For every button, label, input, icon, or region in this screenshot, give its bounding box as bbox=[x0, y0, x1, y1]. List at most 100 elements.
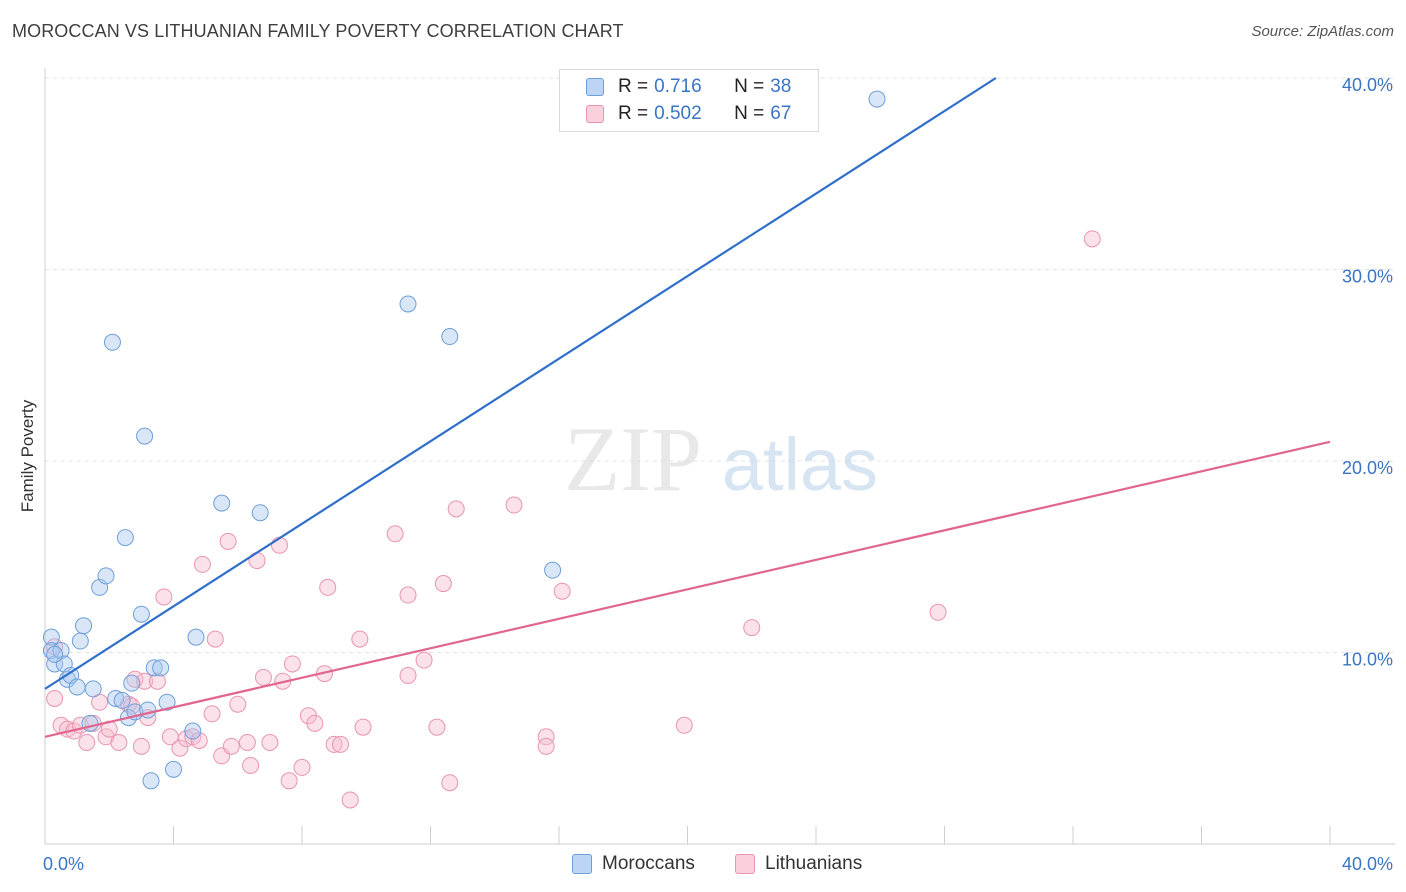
moroccan-trend-line bbox=[44, 77, 997, 690]
lithuanian-point[interactable] bbox=[415, 651, 433, 669]
lithuanian-point[interactable] bbox=[929, 603, 947, 621]
moroccan-point[interactable] bbox=[116, 529, 134, 547]
lithuanian-point[interactable] bbox=[203, 705, 221, 723]
lithuanian-point[interactable] bbox=[325, 735, 343, 753]
chart-title: MOROCCAN VS LITHUANIAN FAMILY POVERTY CO… bbox=[12, 21, 624, 41]
lithuanian-point[interactable] bbox=[136, 672, 154, 690]
lithuanian-point[interactable] bbox=[354, 718, 372, 736]
moroccan-point[interactable] bbox=[184, 722, 202, 740]
lithuanian-point[interactable] bbox=[537, 737, 555, 755]
lithuanian-point[interactable] bbox=[306, 714, 324, 732]
lithuanian-point[interactable] bbox=[46, 689, 64, 707]
moroccan-point[interactable] bbox=[46, 645, 64, 663]
moroccan-point[interactable] bbox=[75, 617, 93, 635]
n-label: N = bbox=[734, 103, 765, 124]
moroccan-point[interactable] bbox=[113, 691, 131, 709]
lithuanian-point[interactable] bbox=[110, 734, 128, 752]
bottom-legend-moroccans[interactable]: Moroccans bbox=[572, 852, 695, 876]
stats-legend: R = 0.716 N = 38 R = 0.502 N = 67 bbox=[559, 69, 819, 132]
lithuanian-point[interactable] bbox=[332, 735, 350, 753]
lithuanian-point[interactable] bbox=[206, 630, 224, 648]
lithuanian-point[interactable] bbox=[261, 734, 279, 752]
moroccan-point[interactable] bbox=[132, 605, 150, 623]
lithuanian-point[interactable] bbox=[254, 668, 272, 686]
r-label: R = bbox=[618, 76, 649, 97]
lithuanian-point[interactable] bbox=[399, 666, 417, 684]
lithuanian-point[interactable] bbox=[229, 695, 247, 713]
tick-labels: 10.0% 20.0% 30.0% 40.0% 0.0% 40.0% bbox=[43, 75, 1393, 874]
moroccan-point[interactable] bbox=[251, 504, 269, 522]
lithuanian-point[interactable] bbox=[242, 756, 260, 774]
lithuanian-point[interactable] bbox=[675, 716, 693, 734]
moroccan-point[interactable] bbox=[107, 689, 125, 707]
lithuanian-point[interactable] bbox=[190, 732, 208, 750]
r-value: 0.716 bbox=[654, 76, 702, 97]
x-tick-label-max: 40.0% bbox=[1342, 854, 1393, 874]
lithuanian-point[interactable] bbox=[78, 734, 96, 752]
moroccan-point[interactable] bbox=[123, 674, 141, 692]
lithuanian-point[interactable] bbox=[283, 655, 301, 673]
n-value: 67 bbox=[770, 103, 792, 124]
lithuanian-point[interactable] bbox=[219, 532, 237, 550]
moroccan-point[interactable] bbox=[145, 659, 163, 677]
moroccan-point[interactable] bbox=[399, 295, 417, 313]
y-tick-label: 30.0% bbox=[1342, 267, 1393, 287]
lithuanian-point[interactable] bbox=[505, 496, 523, 514]
moroccan-point[interactable] bbox=[165, 760, 182, 778]
lithuanian-point[interactable] bbox=[1083, 230, 1101, 248]
lithuanian-point[interactable] bbox=[271, 536, 289, 554]
trend-lines bbox=[44, 77, 1331, 738]
moroccan-point[interactable] bbox=[136, 427, 154, 445]
bottom-legend-lithuanians[interactable]: Lithuanians bbox=[735, 852, 862, 876]
moroccan-legend-swatch bbox=[572, 854, 592, 874]
watermark: ZIP atlas bbox=[564, 408, 878, 510]
moroccan-point[interactable] bbox=[97, 567, 115, 585]
lithuanian-point[interactable] bbox=[193, 555, 211, 573]
moroccan-point[interactable] bbox=[158, 693, 176, 711]
lithuanian-point[interactable] bbox=[428, 718, 446, 736]
moroccan-point[interactable] bbox=[187, 628, 205, 646]
lithuanian-point[interactable] bbox=[447, 500, 465, 518]
moroccan-points bbox=[42, 90, 886, 790]
moroccan-point[interactable] bbox=[868, 90, 886, 108]
moroccan-point[interactable] bbox=[71, 632, 89, 650]
lithuanian-point[interactable] bbox=[171, 739, 189, 757]
lithuanian-point[interactable] bbox=[743, 619, 761, 637]
axes bbox=[44, 68, 1395, 845]
lithuanian-point[interactable] bbox=[341, 791, 359, 809]
lithuanian-point[interactable] bbox=[148, 672, 166, 690]
lithuanian-point[interactable] bbox=[441, 774, 459, 792]
moroccan-point[interactable] bbox=[142, 772, 160, 790]
watermark-zip: ZIP bbox=[564, 408, 702, 510]
lithuanian-point[interactable] bbox=[386, 525, 404, 543]
moroccan-point[interactable] bbox=[441, 328, 459, 346]
legend-row-lithuanians: R = 0.502 N = 67 bbox=[586, 101, 791, 127]
legend-row-moroccans: R = 0.716 N = 38 bbox=[586, 74, 791, 100]
lithuanian-point[interactable] bbox=[155, 588, 173, 606]
lithuanian-point[interactable] bbox=[132, 737, 150, 755]
moroccan-point[interactable] bbox=[152, 659, 170, 677]
lithuanian-point[interactable] bbox=[319, 578, 337, 596]
lithuanian-point[interactable] bbox=[351, 630, 369, 648]
moroccan-point[interactable] bbox=[544, 561, 562, 579]
moroccan-point[interactable] bbox=[103, 333, 121, 351]
moroccan-point[interactable] bbox=[68, 678, 86, 696]
y-tick-label: 10.0% bbox=[1342, 650, 1393, 670]
lithuanian-point[interactable] bbox=[280, 772, 298, 790]
moroccan-point[interactable] bbox=[81, 714, 99, 732]
lithuanian-point[interactable] bbox=[553, 582, 571, 600]
lithuanian-point[interactable] bbox=[399, 586, 417, 604]
lithuanian-point[interactable] bbox=[434, 575, 452, 593]
moroccan-point[interactable] bbox=[213, 494, 231, 512]
lithuanian-point[interactable] bbox=[238, 734, 256, 752]
source-credit: Source: ZipAtlas.com bbox=[1251, 23, 1394, 40]
moroccan-point[interactable] bbox=[84, 680, 102, 698]
lithuanian-point[interactable] bbox=[222, 737, 240, 755]
r-value: 0.502 bbox=[654, 103, 702, 124]
moroccan-point[interactable] bbox=[42, 628, 60, 646]
lithuanian-point[interactable] bbox=[293, 758, 311, 776]
lithuanian-swatch bbox=[586, 105, 604, 123]
lithuanian-point[interactable] bbox=[537, 728, 555, 746]
r-label: R = bbox=[618, 103, 649, 124]
